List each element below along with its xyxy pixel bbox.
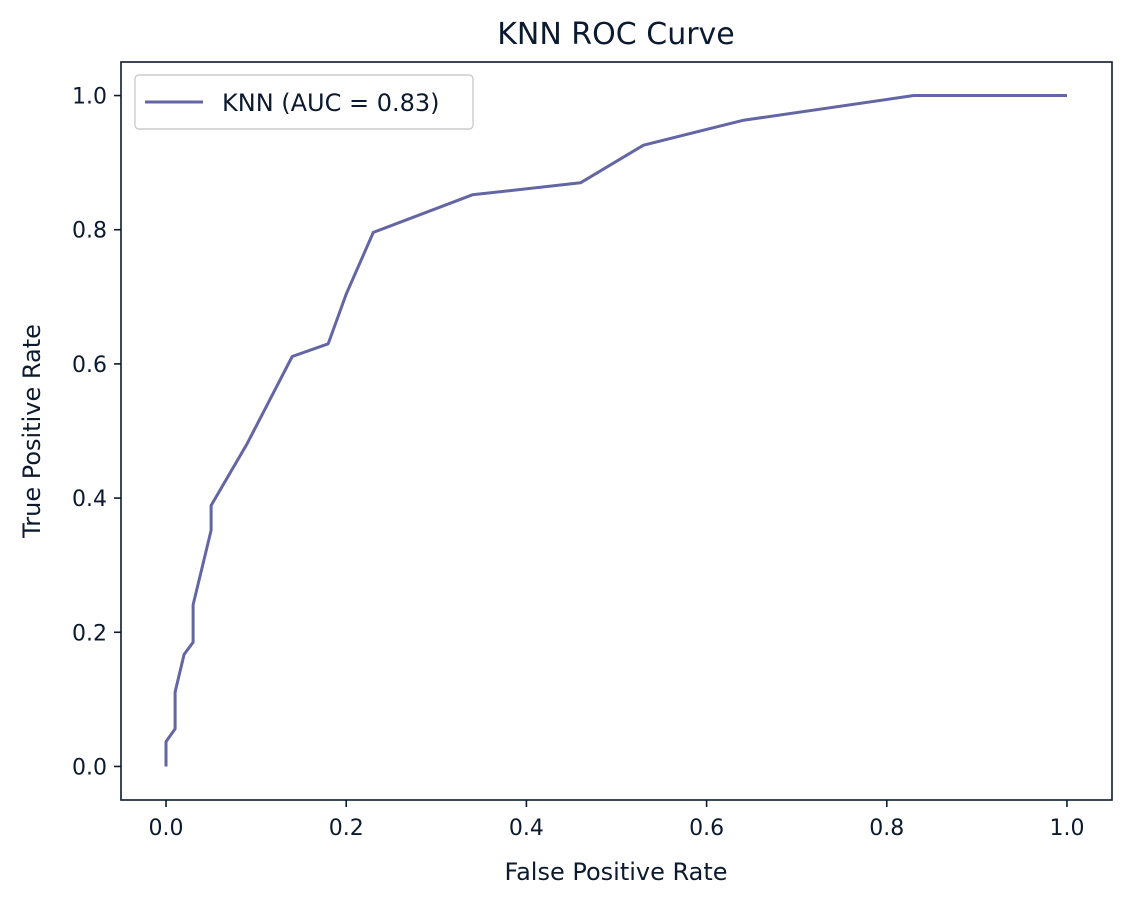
x-tick-label: 0.8 bbox=[869, 816, 904, 841]
y-tick-label: 0.2 bbox=[72, 621, 107, 646]
x-tick-label: 1.0 bbox=[1049, 816, 1084, 841]
x-tick-label: 0.4 bbox=[509, 816, 544, 841]
y-axis-ticks: 0.0 0.2 0.4 0.6 0.8 1.0 bbox=[72, 85, 121, 780]
legend: KNN (AUC = 0.83) bbox=[134, 74, 474, 130]
y-tick-label: 0.6 bbox=[72, 353, 107, 378]
y-tick-label: 0.0 bbox=[72, 755, 107, 780]
x-axis-ticks: 0.0 0.2 0.4 0.6 0.8 1.0 bbox=[149, 800, 1084, 841]
y-tick-label: 1.0 bbox=[72, 85, 107, 110]
roc-curve-line bbox=[164, 94, 1067, 767]
x-tick-label: 0.2 bbox=[329, 816, 364, 841]
legend-label: KNN (AUC = 0.83) bbox=[222, 89, 440, 117]
y-axis-label: True Positive Rate bbox=[18, 324, 46, 539]
y-tick-label: 0.8 bbox=[72, 219, 107, 244]
series-layer bbox=[164, 94, 1067, 767]
chart-title: KNN ROC Curve bbox=[497, 17, 735, 52]
legend-box bbox=[134, 74, 474, 130]
y-tick-label: 0.4 bbox=[72, 487, 107, 512]
plot-frame bbox=[120, 61, 1113, 801]
x-axis-label: False Positive Rate bbox=[504, 858, 727, 886]
plot-area: 0.0 0.2 0.4 0.6 0.8 1.0 0.0 0.2 0.4 0.6 0.8 1.0 bbox=[72, 61, 1113, 841]
x-tick-label: 0.6 bbox=[689, 816, 724, 841]
x-tick-label: 0.0 bbox=[149, 816, 184, 841]
